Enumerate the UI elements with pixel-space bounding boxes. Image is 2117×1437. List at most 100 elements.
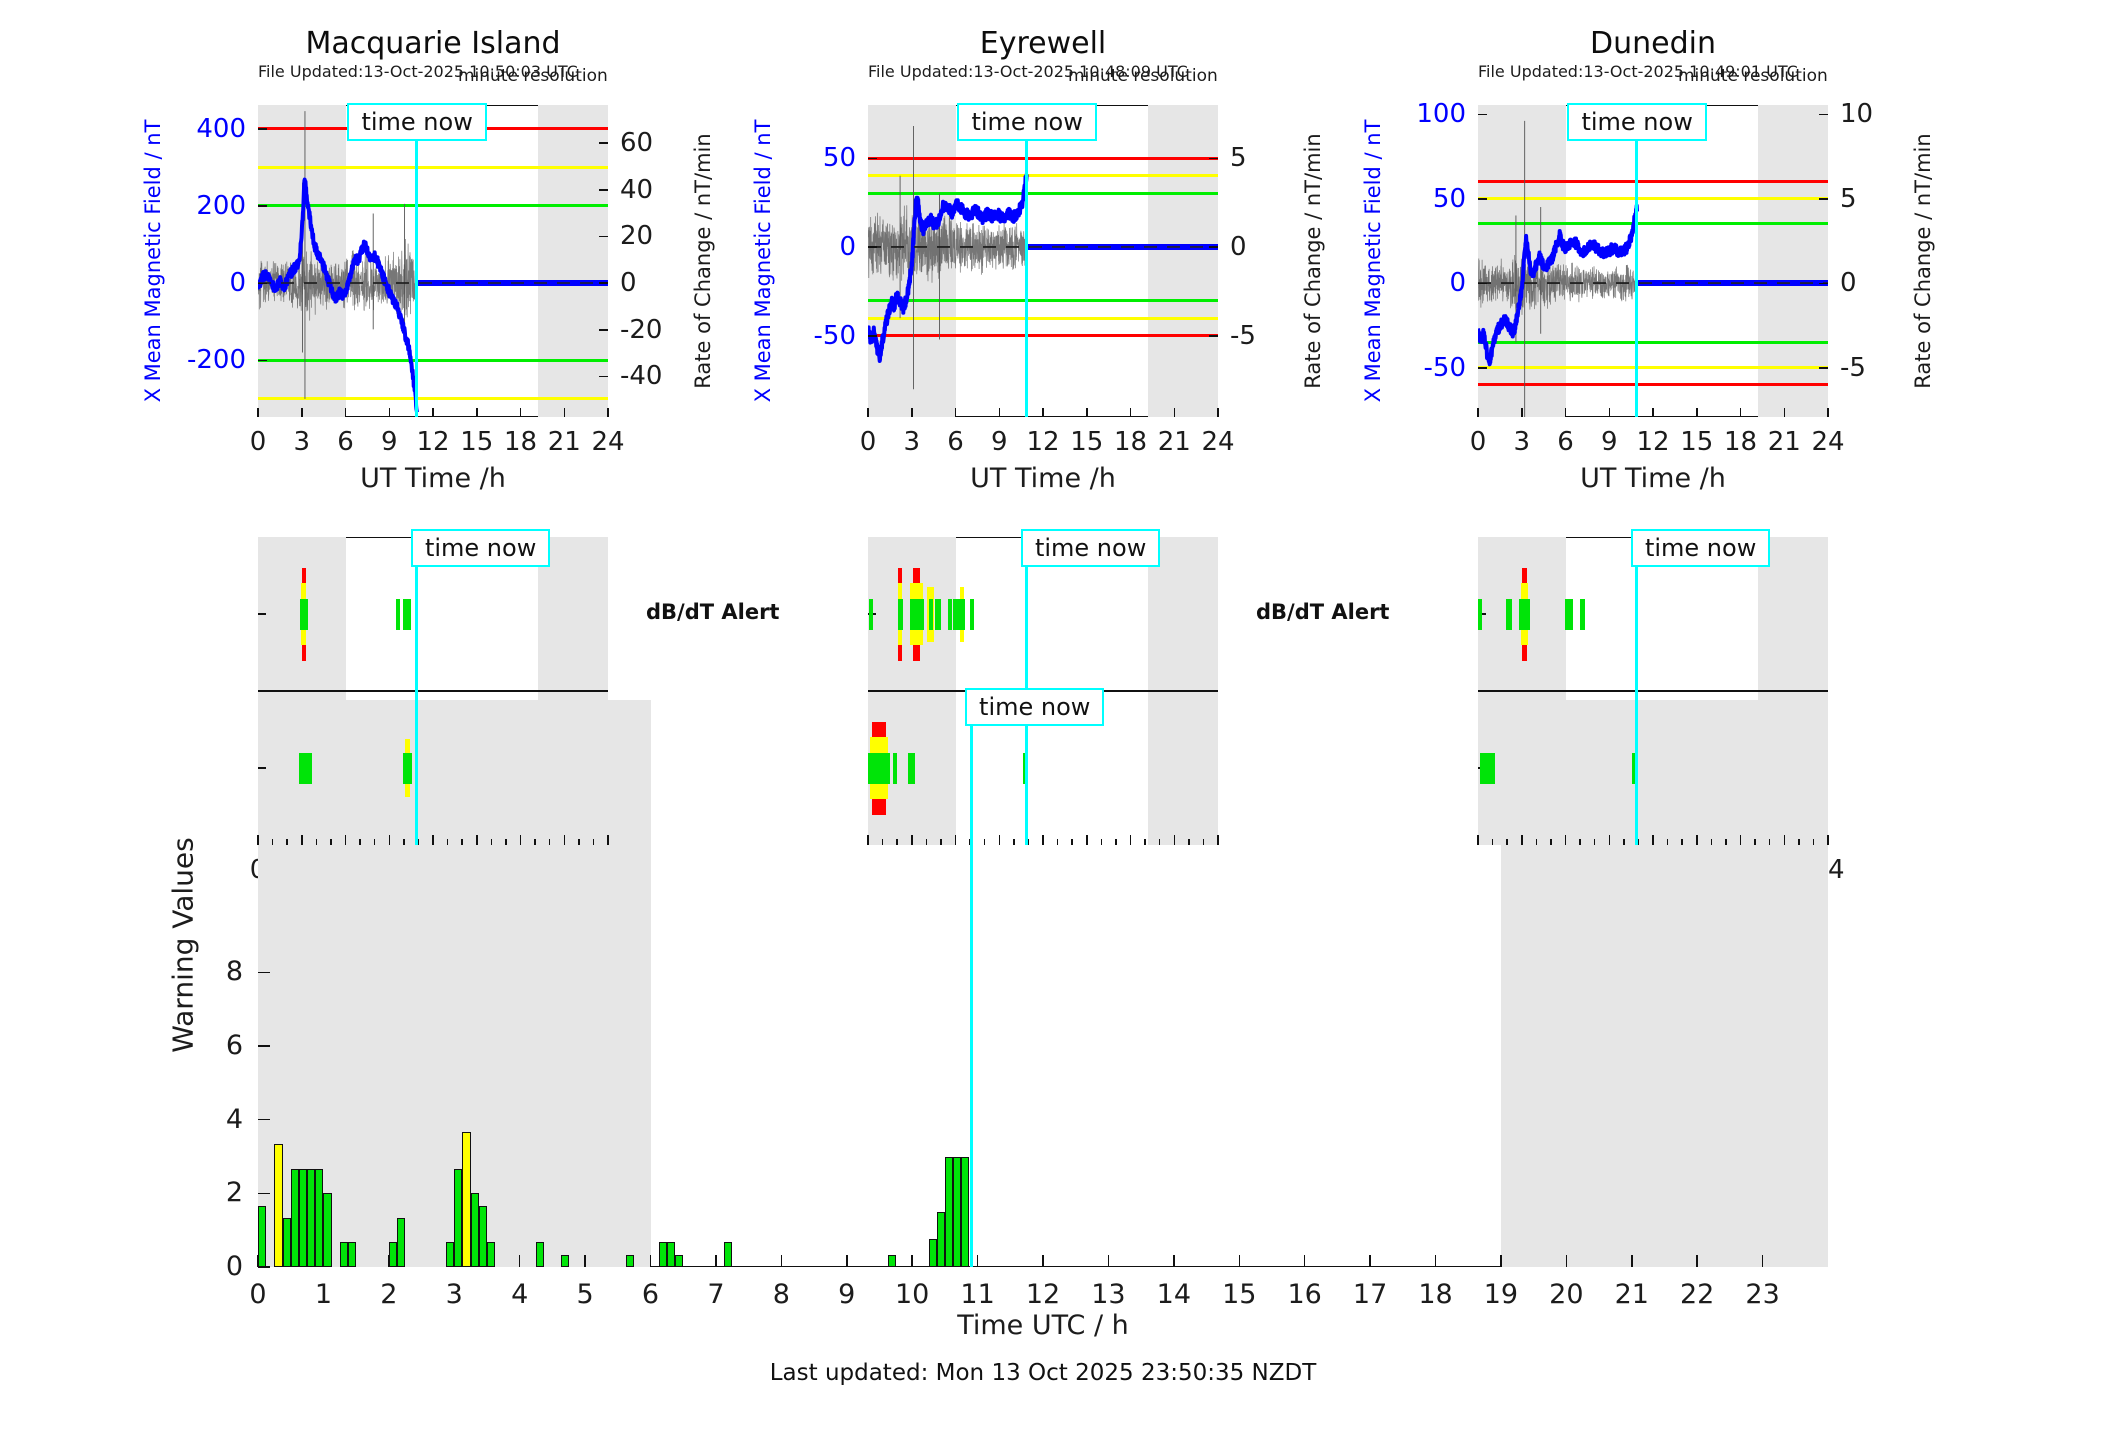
threshold-line-moderate [258,165,608,169]
alert-x-tick [534,839,536,845]
time-now-flag: time now [965,688,1105,726]
alert-x-tick [1129,835,1132,845]
x-tick-label: 24 [591,427,625,457]
warning-x-tick-label: 15 [1222,1279,1257,1310]
y-right-axis-label: Rate of Change / nT/min [1301,133,1325,389]
warning-bar [625,1254,635,1267]
warning-bar [323,1193,332,1267]
alert-x-tick [1798,839,1800,845]
alert-x-tick [1521,835,1523,845]
x-axis-title: UT Time /h [1580,463,1726,494]
warning-x-tick-label: 8 [772,1279,790,1310]
x-tick [1696,408,1698,417]
warning-bar [282,1218,291,1267]
y-tick [258,128,267,130]
x-tick [344,408,347,417]
y-tick-right [1819,367,1828,369]
warning-bar [290,1168,299,1267]
time-now-flag: time now [347,103,487,141]
warning-x-tick-label: 10 [894,1279,930,1310]
warning-y-tick-label: 2 [225,1177,243,1209]
y-tick-label: 50 [1432,183,1466,214]
warning-bar [347,1242,357,1267]
y-tick [868,157,877,159]
x-tick [1783,408,1785,417]
warning-y-tick [258,1192,270,1195]
alert-x-tick [1623,839,1625,845]
y-tick-label-right: 60 [620,127,654,158]
warning-x-tick-label: 21 [1614,1279,1649,1310]
warning-bar [666,1242,676,1267]
y-tick-label-right: 0 [620,267,637,298]
warning-bar [446,1242,455,1267]
warning-x-tick [1042,1255,1044,1267]
alert-x-tick [257,835,259,845]
alert-x-tick [330,839,332,845]
threshold-line-minor [868,192,1218,196]
warning-x-tick-label: 2 [380,1279,398,1310]
resolution-label: minute resolution [1678,66,1828,86]
chart-title: Eyrewell [979,26,1107,61]
y-tick-label-right: 0 [1230,231,1247,262]
alert-x-tick [1491,839,1494,845]
warning-x-tick-label: 0 [249,1279,267,1310]
warning-x-tick [976,1255,979,1267]
warning-x-tick [715,1255,717,1267]
warning-x-tick-label: 22 [1679,1279,1715,1310]
warning-y-tick [258,1045,270,1047]
alert-x-tick [1042,835,1044,845]
warning-y-tick-label: 6 [225,1030,243,1062]
warning-bar [724,1242,733,1267]
threshold-line-moderate [1478,197,1828,201]
alert-mark-minor [868,598,874,630]
y-tick [1478,198,1487,200]
x-tick [954,408,957,417]
warning-x-tick [1173,1255,1175,1267]
alert-x-tick [1739,835,1742,845]
alert-x-tick [1593,839,1596,845]
x-tick [1086,408,1088,417]
x-tick-label: 3 [903,427,921,457]
alert-x-tick [1579,839,1581,845]
alert-panel-divider [1478,690,1828,692]
time-now-line [1025,105,1029,417]
x-tick-label: 0 [1469,427,1487,457]
y-tick-right [1209,157,1218,159]
threshold-line-strong [868,156,1218,160]
warning-x-tick [911,1255,913,1267]
warning-x-tick-label: 16 [1287,1279,1322,1310]
x-tick [607,408,609,417]
alert-x-tick [896,839,898,845]
warning-y-tick-label: 0 [225,1251,243,1282]
x-tick-label: 0 [249,427,267,457]
alert-mark-minor [935,598,941,630]
warning-x-tick [388,1255,390,1267]
warning-x-tick [1565,1255,1568,1267]
y-tick-label: -50 [1423,352,1466,383]
alert-x-tick [359,839,361,845]
warning-bar [936,1211,945,1267]
x-tick [432,408,434,417]
alert-x-tick [1754,839,1756,845]
x-tick [1564,408,1567,417]
alert-x-tick [1056,839,1059,845]
alert-x-tick [373,839,376,845]
x-tick-label: 18 [503,427,538,457]
alert-x-tick [983,839,986,845]
alert-x-tick [563,835,565,845]
alert-x-tick [388,835,390,845]
x-tick [998,408,1000,417]
alert-x-tick [1768,839,1771,845]
alert-x-tick [1071,839,1073,845]
alert-mark-minor [970,598,975,630]
trace-layer [1478,120,1828,417]
y-tick [868,246,877,248]
x-tick-label: 6 [337,427,354,457]
trace-layer [868,125,1218,390]
alert-mark-minor [299,752,312,784]
y-tick-right [599,235,608,238]
alert-mark-minor [897,598,903,630]
alert-x-tick [1202,839,1205,845]
alert-x-tick [446,839,449,845]
